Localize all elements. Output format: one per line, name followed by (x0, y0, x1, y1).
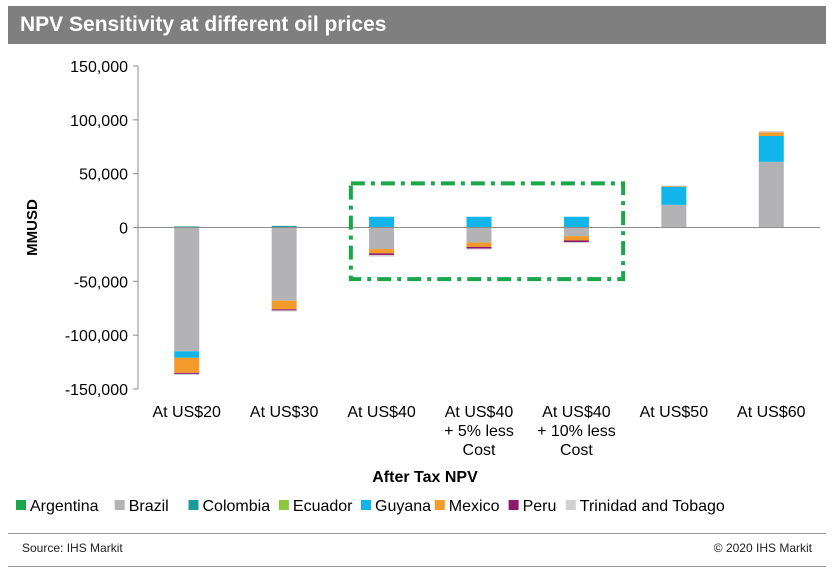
legend-label: Brazil (129, 498, 169, 515)
bar-segment-brazil (466, 227, 492, 243)
bar-segment-guyana (174, 351, 200, 358)
x-category-label: Cost (560, 442, 593, 459)
copyright-note: © 2020 IHS Markit (713, 541, 812, 555)
x-category-label: At US$40 (542, 404, 611, 421)
bar-segment-brazil (563, 227, 589, 237)
bar-segment-guyana (758, 135, 784, 162)
bar-segment-brazil (174, 227, 200, 352)
y-tick-label: 50,000 (79, 167, 128, 184)
bar-segment-mexico (369, 249, 395, 254)
legend-swatch (114, 500, 125, 510)
legend-label: Guyana (375, 498, 431, 515)
bar-segment-guyana (369, 216, 395, 228)
legend-label: Peru (523, 498, 557, 515)
y-tick-label: -50,000 (74, 274, 128, 291)
legend-label: Colombia (203, 498, 271, 515)
bar-segment-brazil (758, 161, 784, 228)
bar-segment-trinidad-and-tobago (466, 248, 492, 250)
bar-segment-peru (271, 309, 297, 311)
page-title: NPV Sensitivity at different oil prices (20, 13, 387, 36)
x-category-label: At US$50 (640, 404, 709, 421)
highlight-box (348, 181, 626, 282)
bar-segment-guyana (466, 216, 492, 228)
bar-segment-mexico (758, 132, 784, 136)
legend-swatch (565, 500, 576, 510)
title-bar: NPV Sensitivity at different oil prices (8, 6, 826, 44)
bar-segment-brazil (661, 204, 687, 228)
source-note: Source: IHS Markit (22, 541, 123, 555)
x-category-label: At US$40 (445, 404, 514, 421)
legend-label: Trinidad and Tobago (580, 498, 725, 515)
bar-segment-mexico (174, 357, 200, 373)
bar-segment-mexico (661, 186, 687, 187)
x-category-label: At US$30 (250, 404, 319, 421)
bar-segment-trinidad-and-tobago (563, 242, 589, 244)
x-category-label: + 10% less (537, 423, 616, 440)
legend-swatch (278, 500, 289, 510)
bar-segment-trinidad-and-tobago (271, 310, 297, 312)
y-axis-title: MMUSD (24, 199, 41, 256)
y-tick-label: 0 (119, 221, 128, 238)
legend-label: Mexico (449, 498, 500, 515)
bar-segment-colombia (271, 225, 297, 228)
bar-segment-guyana (661, 186, 687, 205)
legend-swatch (16, 500, 26, 510)
x-category-label: + 5% less (444, 423, 514, 440)
y-tick-label: -100,000 (65, 328, 128, 345)
x-category-label: At US$40 (347, 404, 416, 421)
legend-swatch (434, 500, 445, 510)
legend-label: Argentina (30, 498, 99, 515)
bar-segment-trinidad-and-tobago (661, 185, 687, 187)
bar-segment-trinidad-and-tobago (174, 373, 200, 376)
legend-swatch (508, 500, 519, 510)
x-category-label: At US$60 (737, 404, 806, 421)
bar-segment-peru (174, 372, 200, 374)
legend-swatch (361, 500, 371, 510)
bar-segment-peru (369, 253, 395, 255)
bar-segment-mexico (466, 242, 492, 247)
legend-label: Ecuador (293, 498, 353, 515)
bar-segment-mexico (271, 300, 297, 310)
bar-segment-peru (563, 240, 589, 243)
legend-swatch (188, 500, 199, 510)
x-category-label: At US$20 (152, 404, 221, 421)
y-tick-label: -150,000 (65, 382, 128, 399)
bottom-divider (8, 566, 826, 567)
bar-segment-brazil (271, 227, 297, 301)
bar-segment-peru (466, 246, 492, 249)
bar-segment-trinidad-and-tobago (369, 254, 395, 257)
x-axis-title: After Tax NPV (372, 469, 478, 486)
y-tick-label: 150,000 (70, 59, 128, 76)
x-category-label: Cost (463, 442, 496, 459)
footer-divider (8, 533, 826, 534)
bar-segment-brazil (369, 227, 395, 250)
bar-segment-trinidad-and-tobago (758, 131, 784, 133)
y-tick-label: 100,000 (70, 113, 128, 130)
bar-segment-guyana (563, 216, 589, 228)
bar-segment-colombia (174, 226, 200, 228)
bar-segment-mexico (563, 236, 589, 241)
